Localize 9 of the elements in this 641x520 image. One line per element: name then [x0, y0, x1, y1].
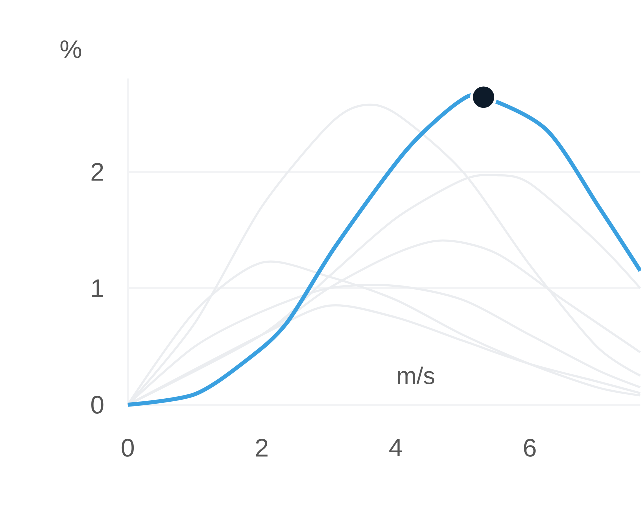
y-tick-label: 0 — [92, 396, 104, 414]
y-tick-label: 2 — [92, 163, 104, 181]
y-axis-title: % — [60, 40, 82, 58]
x-tick-label: 2 — [256, 439, 268, 457]
x-axis-title: m/s — [398, 366, 435, 384]
x-tick-label: 0 — [122, 439, 134, 457]
x-tick-label: 4 — [390, 439, 402, 456]
y-tick-label: 1 — [92, 280, 104, 298]
x-tick-label: 6 — [524, 439, 536, 457]
